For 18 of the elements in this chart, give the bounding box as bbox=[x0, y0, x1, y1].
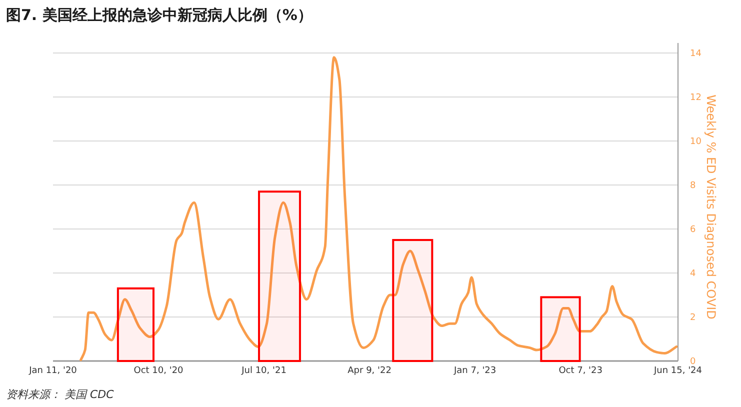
y2-tick-label: 4 bbox=[690, 269, 696, 279]
x-tick-label: Jan 7, '23 bbox=[453, 366, 496, 376]
x-tick-label: Jun 15, '24 bbox=[652, 366, 702, 376]
x-tick-label: Oct 10, '20 bbox=[134, 366, 184, 376]
y2-tick-label: 2 bbox=[690, 313, 696, 323]
text: 资料来源： 美国 CDC bbox=[6, 388, 114, 401]
chart-title: 图7. 美国经上报的急诊中新冠病人比例（%） bbox=[6, 6, 312, 24]
y2-tick-label: 6 bbox=[690, 225, 696, 235]
y2-tick-label: 10 bbox=[690, 137, 702, 147]
x-tick-label: Jan 11, '20 bbox=[28, 366, 78, 376]
y2-tick-label: 0 bbox=[690, 357, 696, 367]
x-tick-label: Apr 9, '22 bbox=[348, 366, 392, 376]
x-tick-label: Jul 10, '21 bbox=[240, 366, 286, 376]
y2-tick-label: 12 bbox=[690, 93, 702, 103]
y2-tick-label: 8 bbox=[690, 181, 696, 191]
y2-axis-title: Weekly % ED Visits Diagnosed COVID bbox=[704, 94, 718, 320]
y2-tick-label: 14 bbox=[690, 49, 702, 59]
x-tick-label: Oct 7, '23 bbox=[558, 366, 602, 376]
